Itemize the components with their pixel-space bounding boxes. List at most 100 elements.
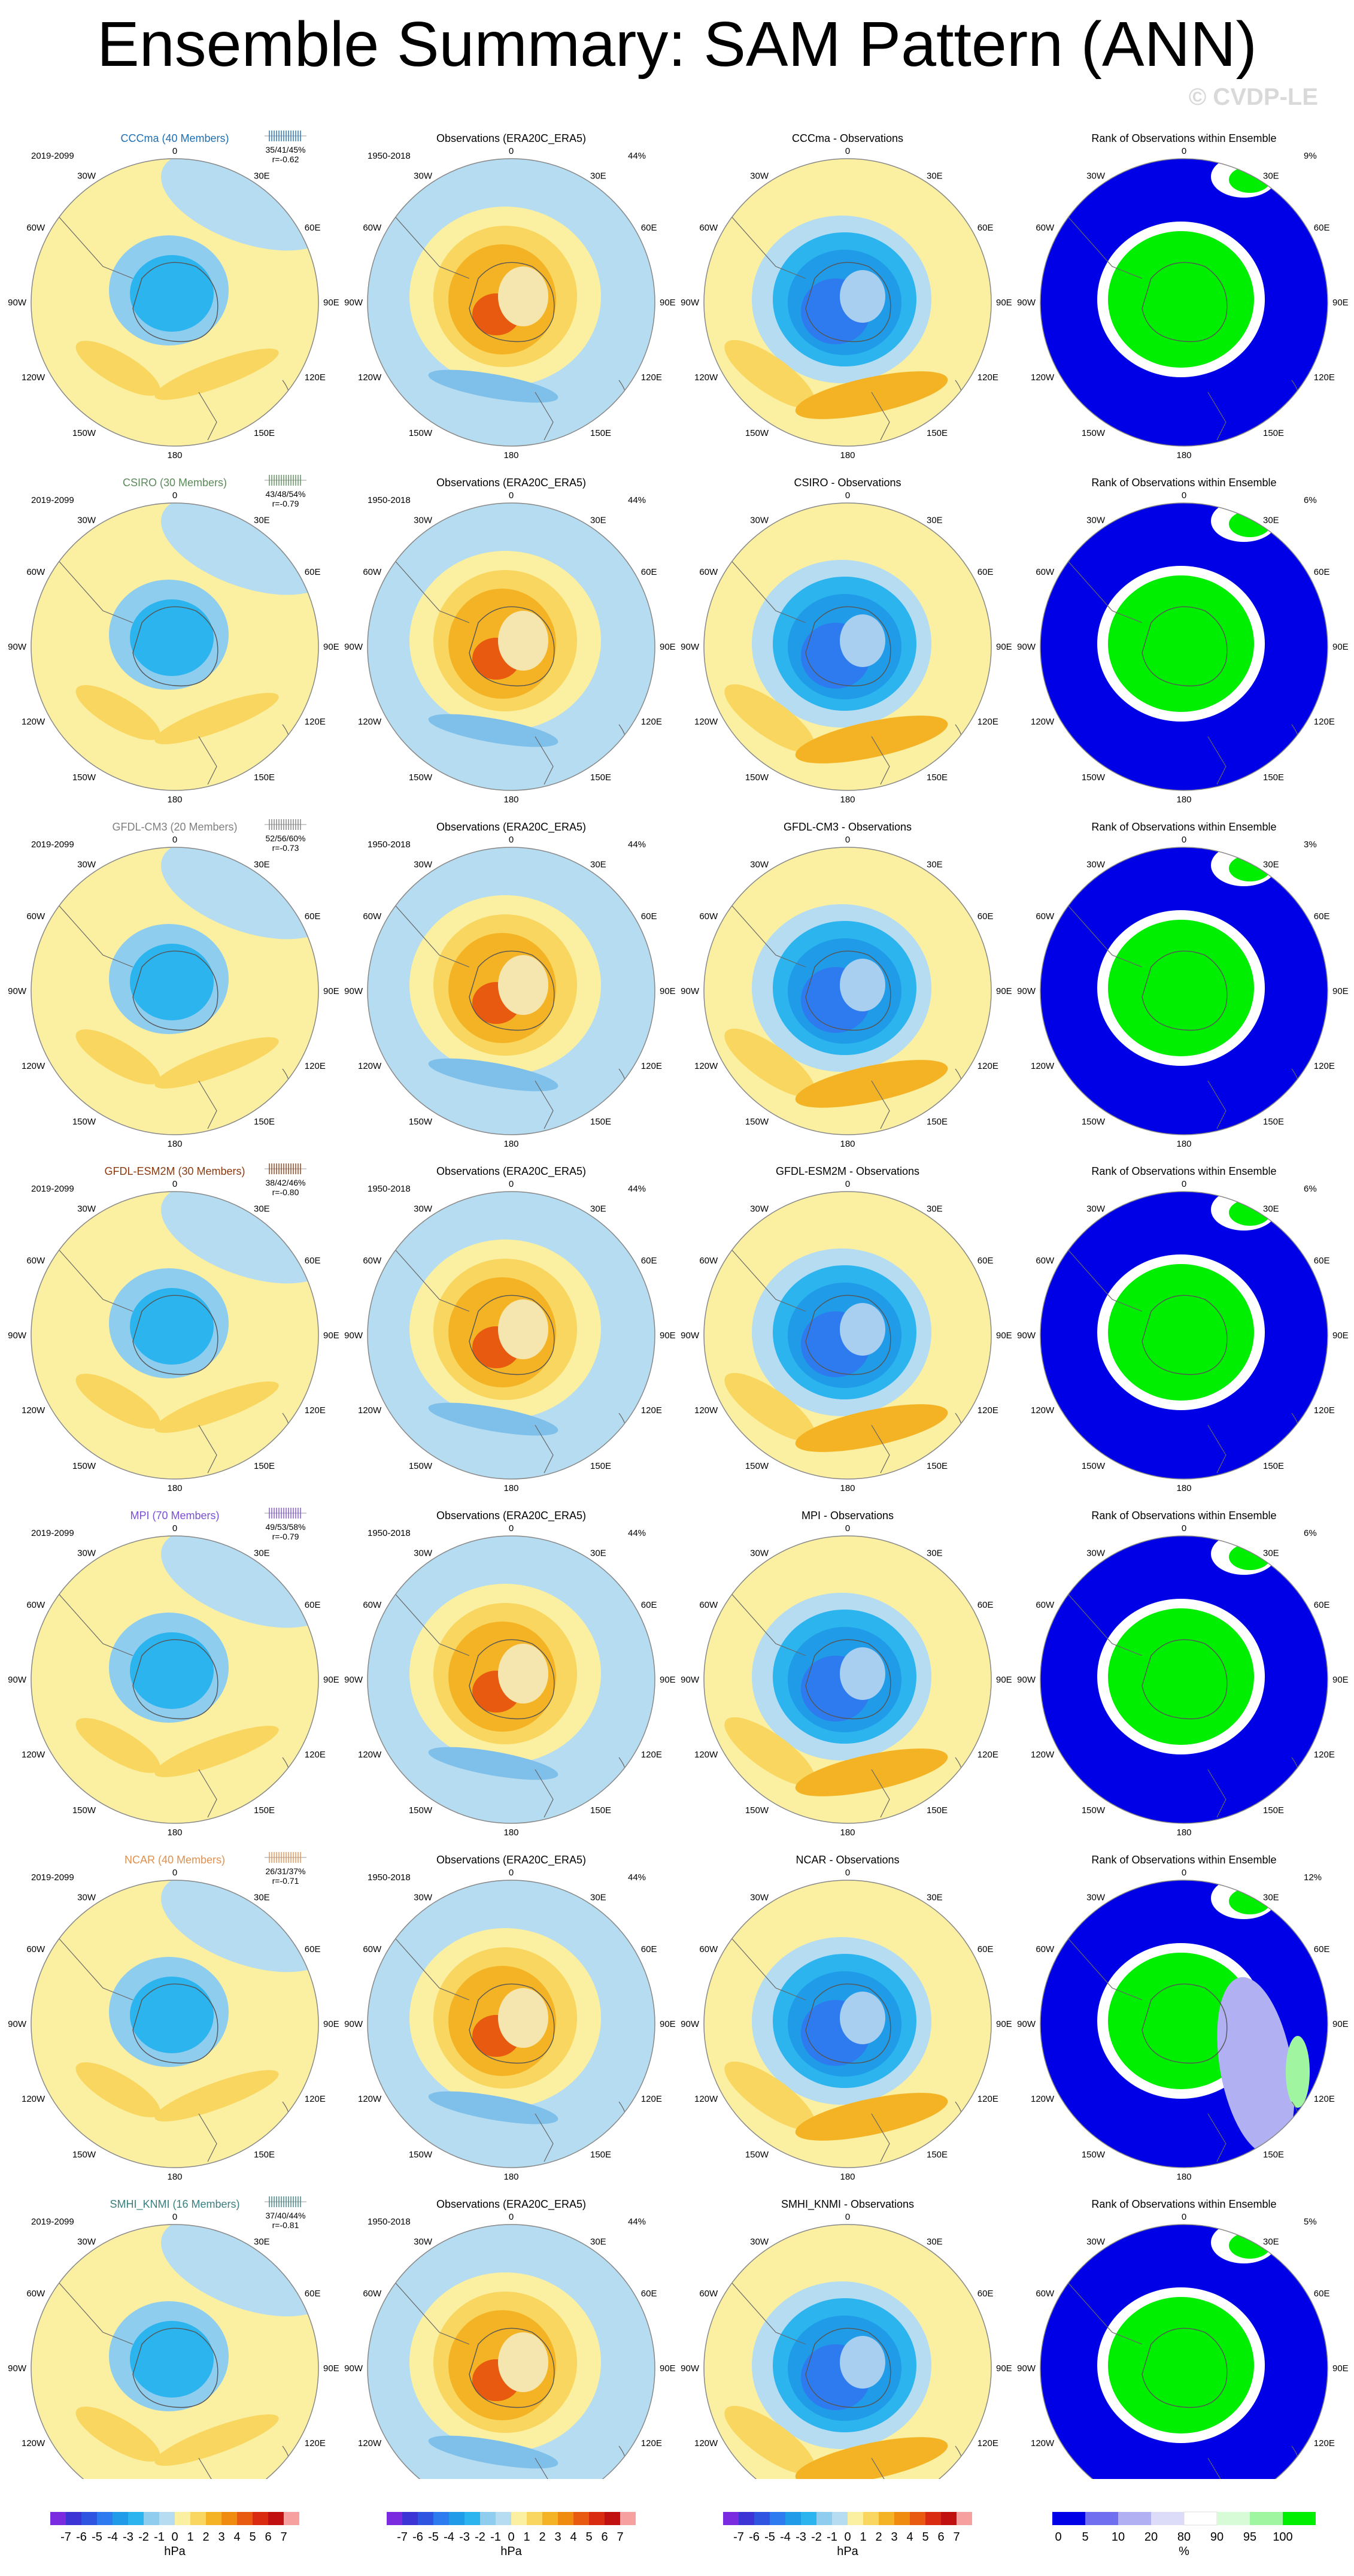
map-lon-label: 90E (323, 1675, 339, 1685)
new-zealand-coastline (1207, 1080, 1227, 1129)
pattern-correlation: r=-0.71 (272, 1876, 299, 1886)
positive-band-west (75, 685, 160, 740)
map-lon-label: 120E (641, 2438, 662, 2448)
map-lon-label: 30E (1263, 2237, 1279, 2247)
panel-row: MPI (70 Members) 2019-2099 49/53/58%r=-0.7… (8, 1508, 1349, 1838)
map-boundary (367, 1880, 655, 2168)
south-america-coastline (391, 1933, 470, 2001)
map-lon-label: 120E (305, 717, 326, 727)
pattern-correlation: r=-0.73 (272, 843, 299, 853)
contour-field (368, 1536, 655, 1823)
map-lon-label: 30W (750, 1893, 769, 1903)
colorbar-swatch (620, 2512, 636, 2525)
map-lon-label: 30W (77, 171, 96, 181)
map-lon-label: 120W (358, 1405, 382, 1416)
panel-row: GFDL-ESM2M (30 Members) 2019-2099 38/42/46… (8, 1163, 1349, 1493)
map-lon-label: 180 (1176, 2172, 1191, 2182)
map-lon-label: 0 (1182, 2212, 1186, 2222)
map-lon-label: 150E (590, 1117, 611, 1127)
map-lon-label: 30E (927, 171, 943, 181)
colorbar-swatch (190, 2512, 206, 2525)
map-boundary (703, 1880, 992, 2168)
map-lon-label: 60E (1314, 223, 1330, 233)
map-lon-label: 120E (641, 372, 662, 383)
contour-field (31, 847, 318, 1135)
model-panel-title: GFDL-CM3 (20 Members) (112, 821, 237, 833)
model-stats: 26/31/37% (266, 1866, 306, 1876)
model-panel-title: NCAR (40 Members) (125, 1854, 225, 1866)
south-america-coastline (1064, 1245, 1143, 1312)
south-america-coastline (54, 212, 133, 279)
map-lon-label: 60E (305, 911, 321, 922)
negative-band (428, 1747, 558, 1780)
colorbar-swatch (573, 2512, 589, 2525)
map-boundary (1040, 502, 1328, 791)
antarctica-coastline (805, 1639, 891, 1720)
map-lon-label: 90E (1332, 1675, 1349, 1685)
obs-panel-title: Observations (ERA20C_ERA5) (436, 1510, 586, 1522)
negative-anomaly-inner (130, 2321, 214, 2398)
interior-field (840, 1303, 885, 1356)
map-lon-label: 90E (996, 1675, 1012, 1685)
obs-period: 1950-2018 (368, 151, 411, 161)
map-lon-label: 60W (699, 1944, 718, 1954)
map-lon-label: 90W (344, 298, 363, 308)
antarctica-coastline (1142, 950, 1228, 1031)
new-zealand-coastline (198, 1769, 217, 1818)
positive-band-west (75, 2407, 160, 2462)
map-lon-label: 180 (840, 1828, 855, 1838)
map-lon-label: 30E (1263, 171, 1279, 181)
map-lon-label: 120E (305, 372, 326, 383)
map-lon-label: 180 (167, 2172, 182, 2182)
map-lon-label: 60E (641, 1944, 657, 1954)
map-lon-label: 60W (1036, 911, 1055, 922)
colorbar-tick-label: 1 (860, 2530, 866, 2544)
map-lon-label: 60E (641, 2289, 657, 2299)
negative-band (428, 369, 558, 403)
obs-panel-title: Observations (ERA20C_ERA5) (436, 821, 586, 834)
map-lon-label: 90E (996, 298, 1012, 308)
interior-field (498, 955, 548, 1015)
map-lon-label: 0 (509, 1868, 514, 1878)
map-boundary (367, 2224, 655, 2479)
map-lon-label: 120E (641, 1405, 662, 1416)
map-lon-label: 150W (409, 428, 433, 438)
new-zealand-coastline (198, 736, 217, 785)
map-lon-label: 60E (641, 1256, 657, 1266)
new-zealand-coastline (198, 1080, 217, 1129)
map-lon-label: 180 (1176, 1139, 1191, 1149)
map-lon-label: 150W (409, 2150, 433, 2160)
negative-band (428, 714, 558, 747)
map-lon-label: 30E (590, 2237, 606, 2247)
south-america-coastline (391, 901, 470, 968)
map-lon-label: 120W (694, 1061, 718, 1071)
new-zealand-coastline (1207, 1425, 1227, 1474)
map-lon-label: 120E (641, 717, 662, 727)
colorbar-tick-label: 2 (202, 2530, 209, 2544)
rank-pct: 5% (1304, 2217, 1317, 2227)
colorbar-swatch (739, 2512, 754, 2525)
new-zealand-coastline (535, 2113, 554, 2162)
map-lon-label: 180 (167, 450, 182, 460)
colorbar-tick-label: -6 (412, 2530, 423, 2544)
rank-panel-title: Rank of Observations within Ensemble (1091, 1510, 1276, 1522)
colorbar-swatch (1151, 2512, 1184, 2525)
map-lon-label: 60E (977, 911, 994, 922)
south-america-coastline (1064, 556, 1143, 623)
map-lon-label: 120W (694, 1750, 718, 1760)
map-lon-label: 60W (363, 1600, 382, 1610)
rank-pct: 12% (1304, 1872, 1322, 1883)
colorbar-swatch (221, 2512, 237, 2525)
rank-high-region (1108, 1953, 1254, 2089)
map-lon-label: 120W (22, 372, 45, 383)
interior-field (840, 1992, 885, 2044)
colorbar-tick-label: -1 (490, 2530, 501, 2544)
rank-pct: 9% (1304, 151, 1317, 161)
new-zealand-coastline (198, 2457, 217, 2479)
map-boundary (703, 847, 992, 1135)
obs-pct: 44% (628, 1528, 646, 1538)
colorbar-swatch (113, 2512, 128, 2525)
colorbar-tick-label: -6 (749, 2530, 760, 2544)
positive-diff-west (724, 340, 815, 409)
map-lon-label: 30E (254, 171, 270, 181)
